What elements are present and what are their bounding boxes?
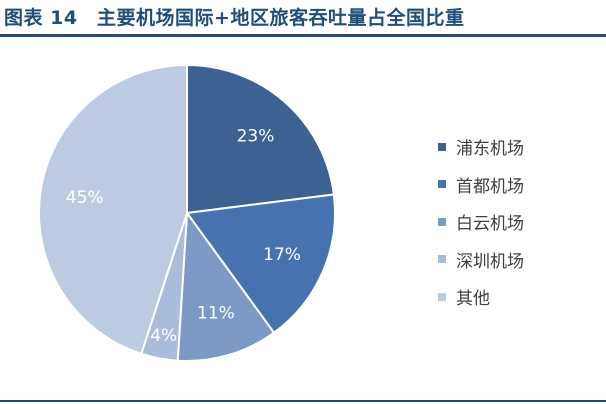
title-bar: 图表 14 主要机场国际+地区旅客吞吐量占全国比重 xyxy=(0,0,606,32)
chart-title: 图表 14 主要机场国际+地区旅客吞吐量占全国比重 xyxy=(4,7,465,29)
pie-slice-1 xyxy=(186,63,335,215)
pie-slice-2 xyxy=(185,193,336,335)
pie-slice-label-5: 45% xyxy=(66,188,104,208)
pie-slice-label-2: 17% xyxy=(263,245,301,265)
legend-item-1: 浦东机场 xyxy=(438,128,598,166)
legend-item-5: 其他 xyxy=(438,278,598,316)
pie-slices xyxy=(38,63,336,362)
legend-swatch xyxy=(438,217,446,226)
legend-item-4: 深圳机场 xyxy=(438,241,598,279)
legend-swatch xyxy=(438,180,446,189)
legend-label: 白云机场 xyxy=(456,214,524,235)
legend-item-2: 首都机场 xyxy=(438,166,598,204)
legend: 浦东机场首都机场白云机场深圳机场其他 xyxy=(438,128,598,316)
pie-slice-label-4: 4% xyxy=(150,326,177,346)
pie-slice-label-1: 23% xyxy=(237,126,275,146)
legend-label: 深圳机场 xyxy=(456,251,524,272)
legend-label: 其他 xyxy=(456,289,490,310)
pie-slice-label-3: 11% xyxy=(197,303,235,323)
legend-item-3: 白云机场 xyxy=(438,203,598,241)
legend-swatch xyxy=(438,292,446,301)
legend-swatch xyxy=(438,255,446,264)
bottom-divider xyxy=(0,400,606,402)
pie-slice-5 xyxy=(38,63,188,356)
legend-label: 首都机场 xyxy=(456,176,524,197)
legend-swatch xyxy=(438,142,446,151)
legend-label: 浦东机场 xyxy=(456,139,524,160)
top-divider xyxy=(0,34,606,37)
pie-labels: 23% 17% 11% 4% 45% xyxy=(66,126,301,346)
pie-slice-3 xyxy=(176,210,276,362)
